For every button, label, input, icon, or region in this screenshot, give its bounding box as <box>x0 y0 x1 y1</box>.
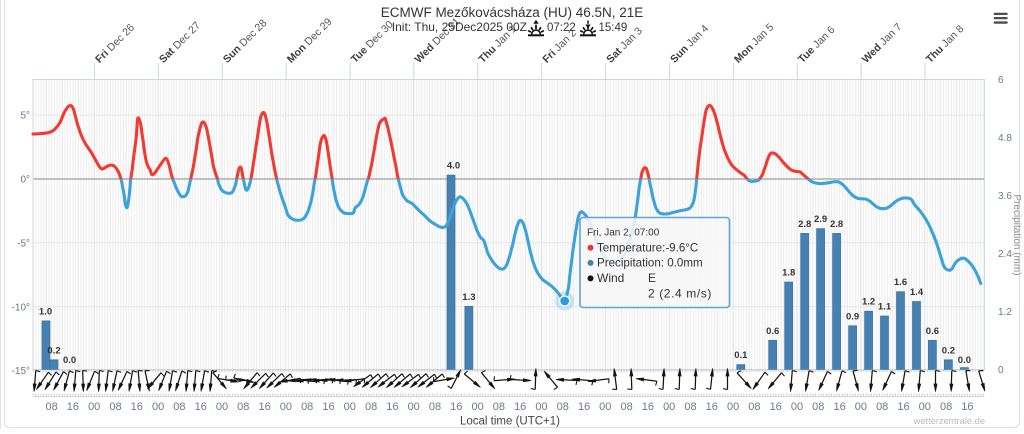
svg-text:2.8: 2.8 <box>830 219 843 230</box>
svg-text:16: 16 <box>258 401 270 413</box>
svg-text:6: 6 <box>998 75 1004 86</box>
svg-text:Temperature:-9.6°C: Temperature:-9.6°C <box>597 242 698 255</box>
svg-text:07:22: 07:22 <box>547 22 576 34</box>
svg-text:16: 16 <box>897 401 909 413</box>
svg-text:1.0: 1.0 <box>39 306 52 317</box>
svg-text:08: 08 <box>940 401 952 413</box>
svg-text:16: 16 <box>578 401 590 413</box>
svg-text:00: 00 <box>919 401 931 413</box>
svg-text:0: 0 <box>998 365 1004 376</box>
svg-text:00: 00 <box>855 401 867 413</box>
svg-text:1.3: 1.3 <box>462 292 475 303</box>
svg-text:08: 08 <box>557 401 569 413</box>
svg-text:00: 00 <box>152 401 164 413</box>
svg-text:0.0: 0.0 <box>958 355 971 366</box>
svg-text:16: 16 <box>386 401 398 413</box>
svg-text:2.9: 2.9 <box>814 214 827 225</box>
svg-text:1.8: 1.8 <box>782 268 795 279</box>
svg-text:00: 00 <box>663 401 675 413</box>
svg-text:08: 08 <box>365 401 377 413</box>
svg-text:0.6: 0.6 <box>766 326 779 337</box>
svg-text:00: 00 <box>471 401 483 413</box>
svg-text:08: 08 <box>876 401 888 413</box>
svg-text:08: 08 <box>620 401 632 413</box>
svg-text:16: 16 <box>514 401 526 413</box>
svg-text:00: 00 <box>599 401 611 413</box>
svg-text:00: 00 <box>88 401 100 413</box>
svg-text:08: 08 <box>493 401 505 413</box>
svg-text:16: 16 <box>642 401 654 413</box>
svg-text:08: 08 <box>748 401 760 413</box>
svg-text:Precipitation (mm): Precipitation (mm) <box>1011 194 1022 275</box>
svg-text:3.6: 3.6 <box>998 191 1012 202</box>
svg-text:1.2: 1.2 <box>862 297 875 308</box>
svg-text:00: 00 <box>535 401 547 413</box>
svg-text:ECMWF Mezőkovácsháza (HU) 46.5: ECMWF Mezőkovácsháza (HU) 46.5N, 21E <box>381 5 644 20</box>
svg-text:1.6: 1.6 <box>894 277 907 288</box>
svg-text:1.4: 1.4 <box>910 287 924 298</box>
svg-text:08: 08 <box>237 401 249 413</box>
svg-text:00: 00 <box>280 401 292 413</box>
svg-text:0.0: 0.0 <box>63 355 76 366</box>
svg-text:0.6: 0.6 <box>926 326 939 337</box>
svg-text:16: 16 <box>833 401 845 413</box>
svg-text:-5°: -5° <box>17 238 30 249</box>
svg-text:00: 00 <box>791 401 803 413</box>
svg-text:2 (2.4 m/s): 2 (2.4 m/s) <box>648 287 712 301</box>
svg-text:00: 00 <box>216 401 228 413</box>
svg-text:E: E <box>648 271 656 285</box>
svg-text:16: 16 <box>770 401 782 413</box>
svg-text:16: 16 <box>322 401 334 413</box>
svg-text:16: 16 <box>961 401 973 413</box>
svg-text:00: 00 <box>408 401 420 413</box>
svg-text:Local time (UTC+1): Local time (UTC+1) <box>460 416 560 428</box>
svg-text:15:49: 15:49 <box>599 22 628 34</box>
svg-text:4.0: 4.0 <box>447 161 460 172</box>
svg-text:4.8: 4.8 <box>998 133 1012 144</box>
svg-text:16: 16 <box>450 401 462 413</box>
svg-text:0.2: 0.2 <box>47 345 60 356</box>
svg-text:2.4: 2.4 <box>998 249 1012 260</box>
svg-text:-10°: -10° <box>12 302 30 313</box>
svg-text:wetterzentrale.de: wetterzentrale.de <box>913 416 985 426</box>
svg-text:00: 00 <box>727 401 739 413</box>
svg-text:16: 16 <box>67 401 79 413</box>
svg-text:08: 08 <box>812 401 824 413</box>
svg-text:1.2: 1.2 <box>998 307 1012 318</box>
svg-text:0.2: 0.2 <box>942 345 955 356</box>
svg-text:Init: Thu, 25Dec2025 00Z: Init: Thu, 25Dec2025 00Z <box>392 20 527 34</box>
svg-text:0.9: 0.9 <box>846 311 859 322</box>
svg-text:08: 08 <box>173 401 185 413</box>
svg-text:0.1: 0.1 <box>734 350 748 361</box>
svg-text:1.1: 1.1 <box>878 302 892 313</box>
svg-text:08: 08 <box>301 401 313 413</box>
svg-text:16: 16 <box>195 401 207 413</box>
svg-text:16: 16 <box>131 401 143 413</box>
svg-text:Wind: Wind <box>597 271 624 285</box>
svg-text:2.8: 2.8 <box>798 219 811 230</box>
svg-text:08: 08 <box>45 401 57 413</box>
svg-text:5°: 5° <box>20 111 30 122</box>
svg-text:08: 08 <box>429 401 441 413</box>
svg-text:08: 08 <box>109 401 121 413</box>
svg-text:08: 08 <box>684 401 696 413</box>
svg-text:Fri, Jan 2, 07:00: Fri, Jan 2, 07:00 <box>587 228 660 239</box>
svg-text:00: 00 <box>344 401 356 413</box>
svg-text:0°: 0° <box>20 175 30 186</box>
svg-text:16: 16 <box>706 401 718 413</box>
svg-text:Precipitation: 0.0mm: Precipitation: 0.0mm <box>597 257 703 270</box>
svg-text:-15°: -15° <box>12 366 30 377</box>
